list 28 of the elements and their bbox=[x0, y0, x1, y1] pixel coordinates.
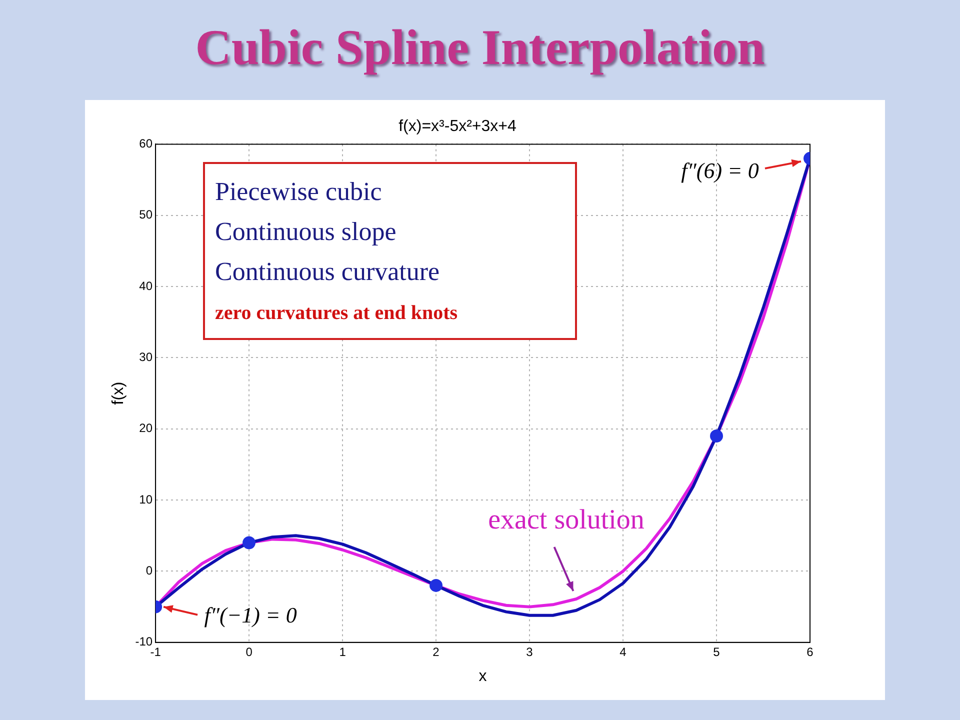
chart-subtitle: f(x)=x³-5x²+3x+4 bbox=[398, 118, 517, 136]
x-tick-label: 3 bbox=[526, 644, 534, 659]
x-tick-label: 5 bbox=[713, 644, 720, 659]
annotation: Continuous curvature bbox=[215, 256, 441, 288]
y-tick-label: 30 bbox=[139, 350, 153, 364]
y-tick-label: 20 bbox=[139, 421, 153, 436]
x-tick-label: 6 bbox=[806, 644, 814, 659]
y-tick-label: 50 bbox=[139, 208, 153, 222]
x-tick-label: -1 bbox=[150, 644, 162, 659]
y-tick-label: 10 bbox=[139, 492, 153, 506]
annotation: f″(6) = 0 bbox=[681, 158, 759, 184]
y-tick-label: 60 bbox=[139, 136, 153, 151]
annotation: f″(−1) = 0 bbox=[204, 602, 297, 628]
annotation: zero curvatures at end knots bbox=[215, 302, 459, 325]
y-tick-label: 0 bbox=[146, 564, 153, 578]
annotation: Continuous slope bbox=[215, 216, 398, 248]
x-tick-label: 1 bbox=[339, 644, 346, 659]
chart-title: Cubic Spline Interpolation bbox=[194, 18, 766, 76]
x-tick-label: 4 bbox=[620, 644, 627, 659]
x-axis-title: x bbox=[478, 668, 487, 685]
x-tick-label: 2 bbox=[432, 644, 440, 659]
y-axis-title: f(x) bbox=[110, 382, 128, 405]
x-tick-label: 0 bbox=[246, 644, 253, 659]
point bbox=[430, 578, 443, 592]
y-tick-label: -10 bbox=[135, 634, 153, 649]
annotation: exact solution bbox=[488, 504, 644, 536]
annotation: Piecewise cubic bbox=[215, 176, 383, 208]
y-tick-label: 40 bbox=[139, 278, 153, 293]
